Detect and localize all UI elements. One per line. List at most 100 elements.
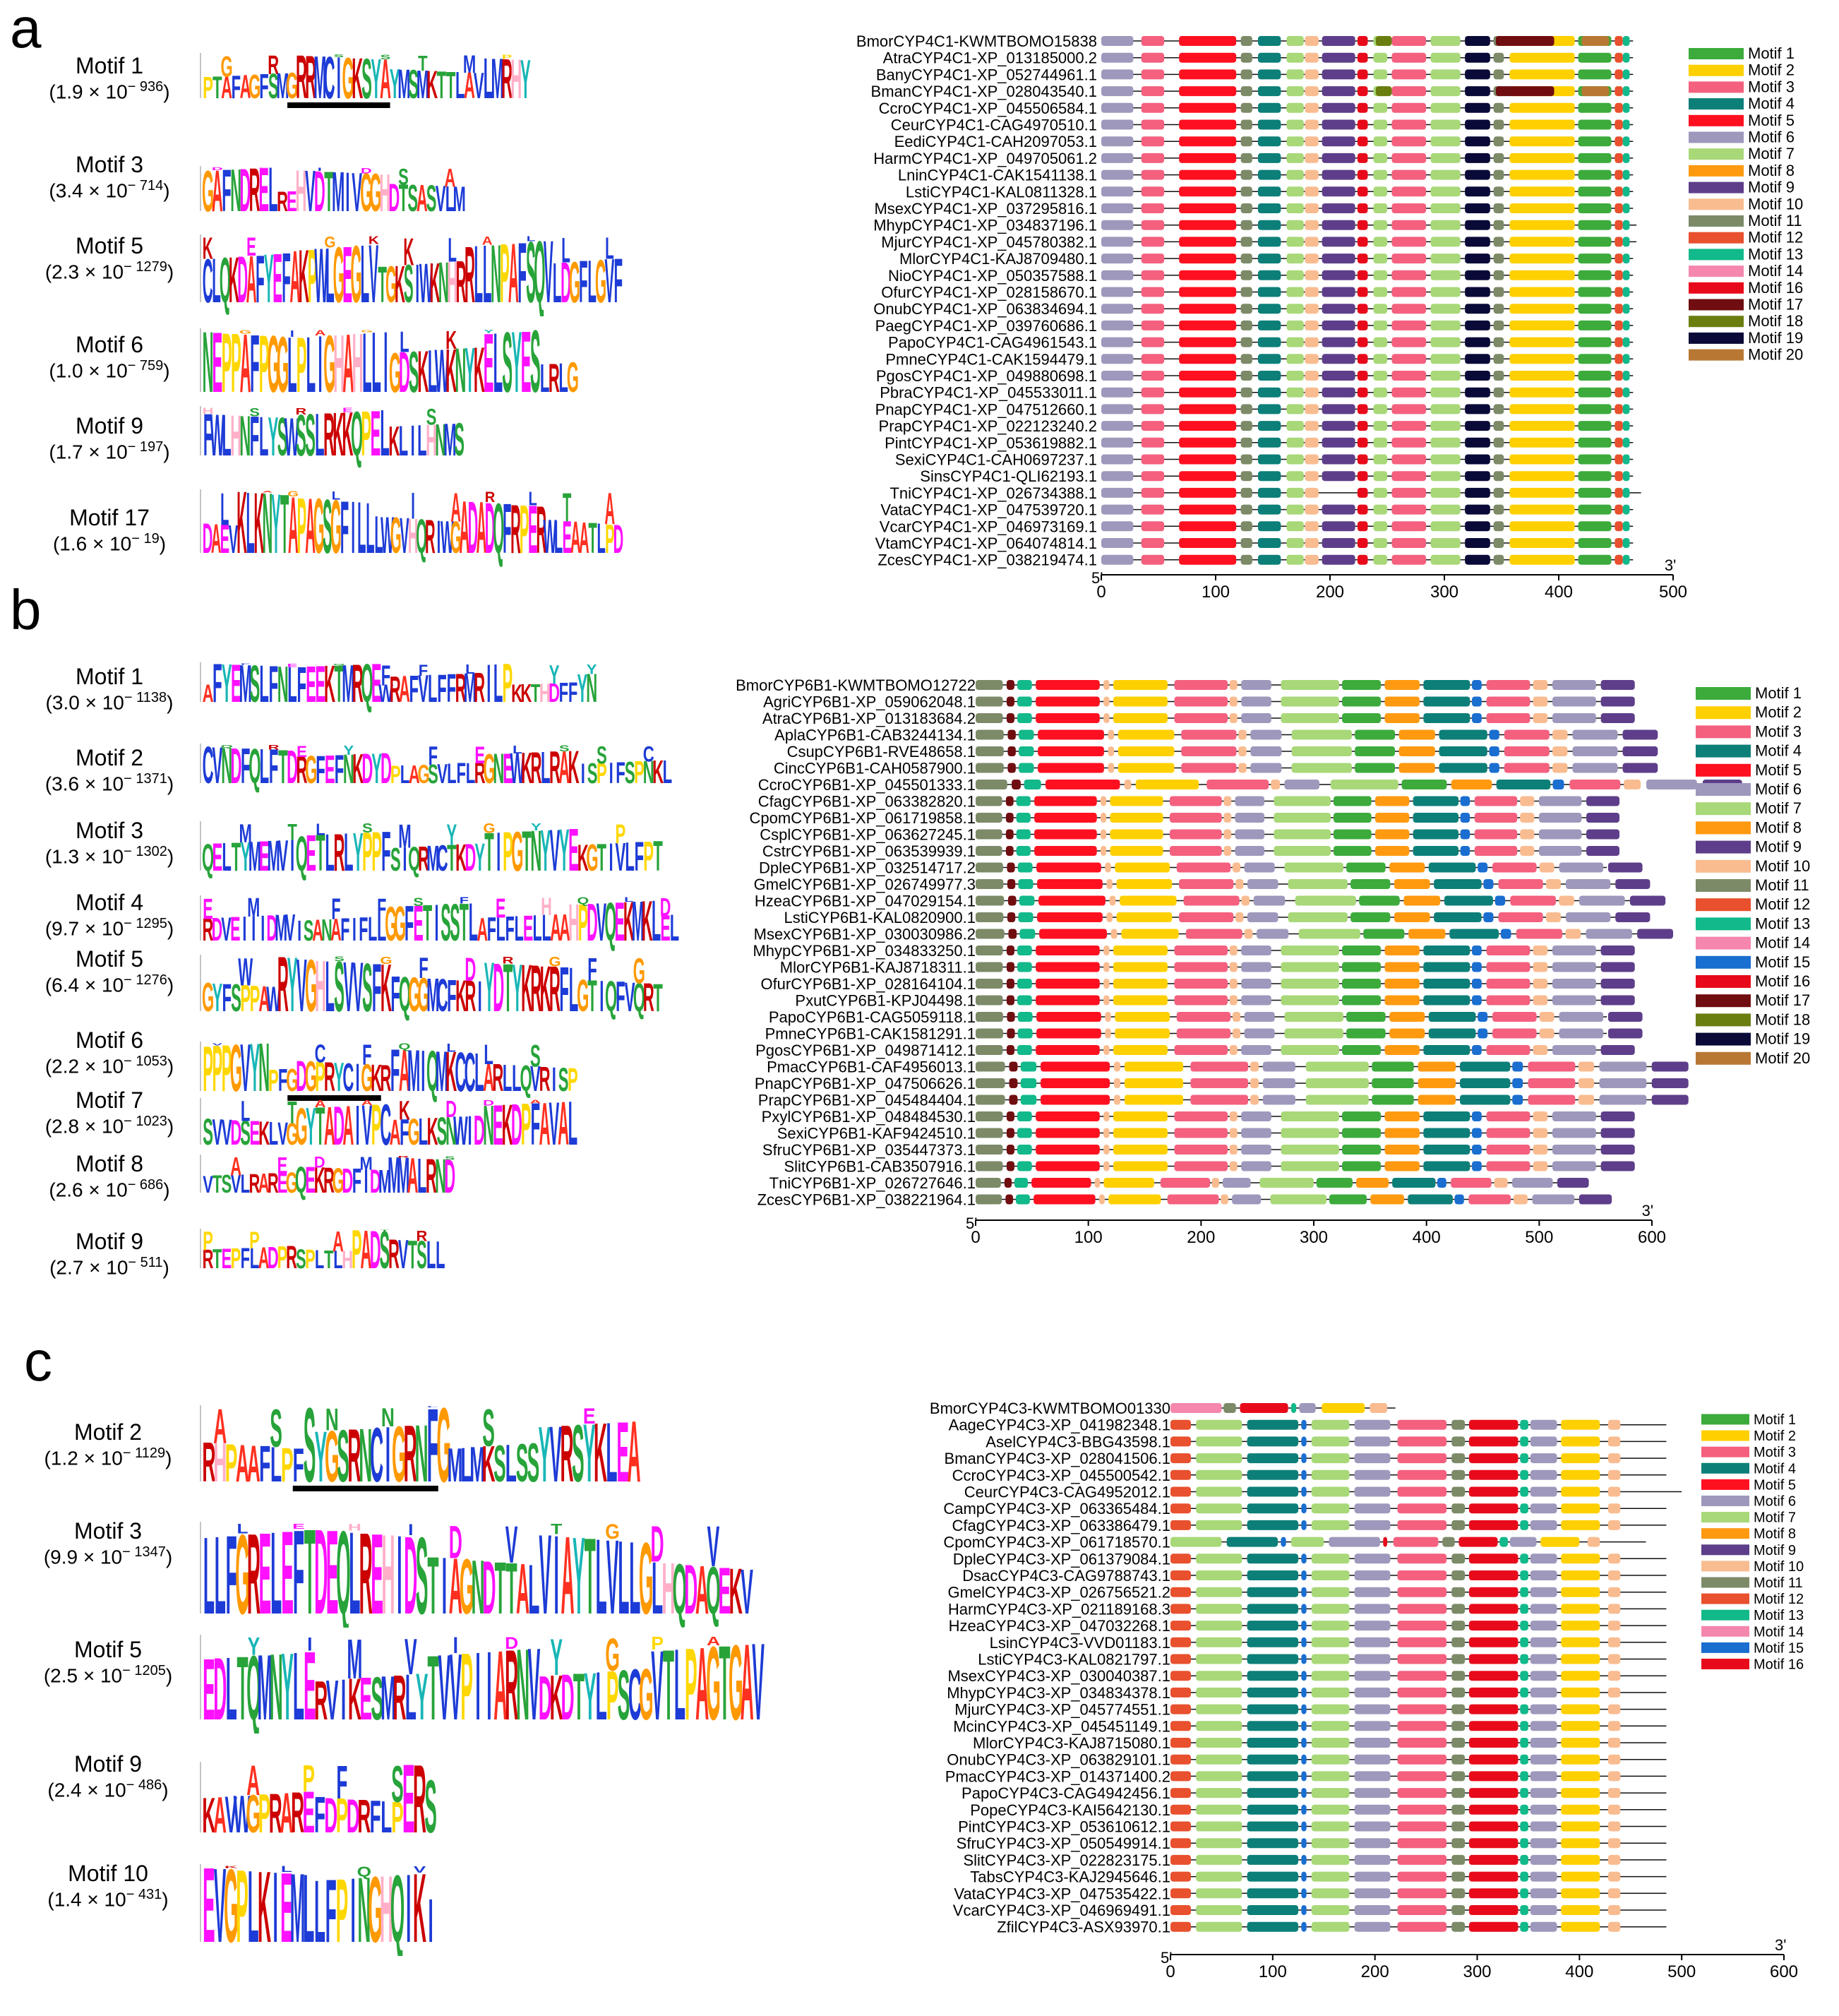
motif-block-11 <box>1493 337 1504 347</box>
motif-block-3 <box>1167 1194 1219 1205</box>
logo-letter: K <box>258 1114 270 1152</box>
motif-block-8 <box>1384 1161 1420 1171</box>
five-prime-label: 5' <box>1091 569 1103 587</box>
motif-block-10 <box>1545 879 1561 889</box>
motif-block-13 <box>1017 946 1032 955</box>
motif-block-13 <box>1016 829 1031 840</box>
motif-block-11 <box>976 879 1004 889</box>
motif-block-16 <box>1357 304 1368 314</box>
motif-block-13 <box>1020 1095 1037 1105</box>
sequence-label: LstiCYP4C1-KAL0811328.1 <box>906 183 1097 201</box>
logo-letter: S <box>530 328 541 406</box>
motif-block-5 <box>1179 487 1237 498</box>
motif-block-12 <box>1170 1838 1191 1849</box>
motif-block-16 <box>1357 371 1368 381</box>
motif-block-7 <box>1305 1061 1369 1072</box>
logo-letter: M <box>417 63 429 107</box>
motif-block-7 <box>1373 36 1387 46</box>
motif-block-20 <box>1581 36 1610 46</box>
motif-block-3 <box>1176 1012 1231 1022</box>
motif-block-6 <box>1530 1721 1557 1731</box>
motif-block-15 <box>1301 1905 1307 1915</box>
motif-block-11 <box>1451 1604 1466 1614</box>
logo-letter: A <box>258 1241 270 1275</box>
motif-block-6 <box>1235 796 1265 806</box>
logo-letter: R <box>418 840 429 879</box>
logo-letter: D <box>613 517 624 562</box>
motif-block-4 <box>1444 895 1493 906</box>
motif-block-4 <box>1247 1921 1299 1932</box>
motif-block-9 <box>1322 421 1355 431</box>
logo-letter-minor: G <box>239 329 251 335</box>
logo-letter: Y <box>577 667 588 711</box>
motif-block-7 <box>1373 136 1387 147</box>
logo-letter: R <box>380 1058 391 1099</box>
legend-swatch <box>1696 1032 1751 1046</box>
axis-tick-label: 200 <box>1316 583 1344 602</box>
logo-letter: N <box>455 335 466 405</box>
logo-letter-minor: S <box>381 54 391 61</box>
motif-block-2 <box>1509 454 1575 465</box>
logo-letter: A <box>240 328 251 406</box>
legend-label: Motif 7 <box>1755 799 1802 817</box>
logo-letter: I <box>442 1541 447 1628</box>
motif-block-3 <box>1498 879 1543 889</box>
logo-letter: W <box>381 507 394 565</box>
logo-letter: G <box>392 1410 407 1496</box>
motif-block-7 <box>1430 254 1461 264</box>
motif-block-2 <box>1561 1553 1600 1564</box>
legend-label: Motif 15 <box>1754 1640 1804 1656</box>
motif-block-10 <box>1101 829 1107 840</box>
motif-evalue-base: (3.4 × 10 <box>49 179 128 202</box>
logo-letter: G <box>351 234 362 316</box>
motif-block-10 <box>1539 862 1555 873</box>
legend-label: Motif 8 <box>1748 162 1795 179</box>
logo-letter: V <box>231 1170 241 1198</box>
logo-letter: P <box>502 662 513 715</box>
logo-letter: T <box>663 1635 674 1734</box>
logo-letter: N <box>258 1042 270 1105</box>
motif-block-7 <box>1196 1553 1242 1564</box>
logo-letter-minor: S <box>559 744 570 753</box>
logo-letter: T <box>212 71 222 105</box>
logo-letter: G <box>511 821 523 883</box>
motif-block-10 <box>1552 746 1568 756</box>
motif-block-8 <box>1384 1128 1420 1138</box>
sequence-label: MhypCYP6B1-XP_034833250.1 <box>753 942 976 960</box>
logo-letter: Y <box>281 1635 294 1734</box>
motif-block-12 <box>1170 1721 1191 1731</box>
logo-letter-minor: R <box>417 1229 428 1245</box>
logo-letter-minor: V <box>405 1635 417 1686</box>
logo-letter: D <box>493 955 504 1025</box>
motif-block-10 <box>1587 1537 1600 1547</box>
motif-block-13 <box>1290 1403 1297 1413</box>
motif-label: Motif 5 (6.4 × 10− 1276) <box>21 946 198 996</box>
motif-block-2 <box>1561 1486 1600 1497</box>
motif-block-7 <box>1196 1687 1242 1698</box>
logo-letter-minor: E <box>258 167 269 168</box>
logo-letter: D <box>474 1107 485 1155</box>
motif-name: Motif 8 <box>75 1151 144 1176</box>
motif-block-3 <box>1391 421 1427 431</box>
motif-block-6 <box>1235 846 1265 856</box>
logo-letter: E <box>306 662 316 713</box>
logo-letter: G <box>586 837 598 879</box>
motif-block-3 <box>1486 1045 1530 1055</box>
logo-letter: V <box>436 179 446 219</box>
motif-block-11 <box>1493 538 1504 548</box>
motif-block-9 <box>1322 471 1355 482</box>
motif-block-13 <box>1622 471 1630 482</box>
motif-block-2 <box>1113 713 1168 723</box>
motif-block-6 <box>1530 1671 1557 1681</box>
logo-letter: S <box>296 406 306 468</box>
logo-letter: R <box>505 1635 518 1734</box>
logo-letter: P <box>597 758 607 790</box>
motif-block-6 <box>1599 1061 1647 1072</box>
logo-letter: R <box>352 662 364 713</box>
motif-block-3 <box>1528 1061 1576 1072</box>
logo-letter-minor: L <box>332 489 340 502</box>
legend-swatch <box>1689 198 1744 210</box>
motif-block-7 <box>1430 371 1461 381</box>
logo-letter-minor: N <box>381 1405 395 1432</box>
logo-letter-minor: L <box>624 896 633 904</box>
